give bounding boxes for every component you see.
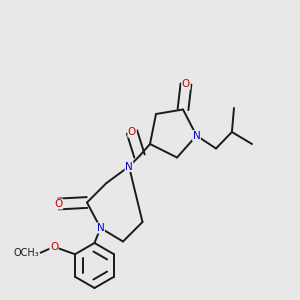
Text: O: O	[50, 242, 58, 252]
Text: N: N	[97, 223, 104, 233]
Text: O: O	[54, 199, 63, 209]
Text: N: N	[193, 130, 200, 141]
Text: O: O	[128, 127, 136, 137]
Text: N: N	[125, 161, 133, 172]
Text: OCH₃: OCH₃	[13, 248, 39, 258]
Text: O: O	[182, 79, 190, 89]
